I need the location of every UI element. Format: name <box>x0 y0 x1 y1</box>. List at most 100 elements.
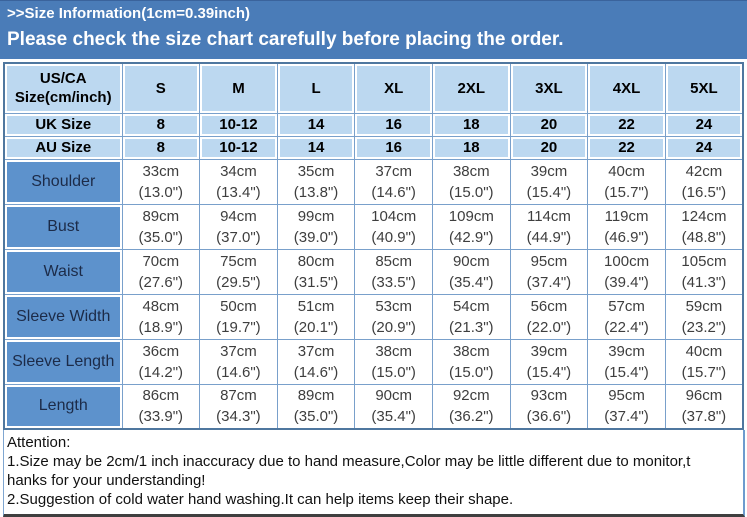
measurement-cm: 99cm <box>297 207 335 225</box>
measurement-cm: 54cm <box>452 297 490 315</box>
measurement-cm: 33cm <box>142 162 180 180</box>
measurement-cell: 75cm (29.5") <box>199 248 278 295</box>
measurement-inch: (40.9") <box>371 228 416 246</box>
corner-header-line: US/CA <box>39 70 87 88</box>
measurement-cm: 93cm <box>530 387 568 405</box>
region-size-cell: 14 <box>276 112 356 137</box>
size-table-head: US/CA Size(cm/inch) S M L XL 2XL 3XL 4XL 5XL <box>3 62 744 114</box>
measurement-inch: (21.3") <box>449 318 494 336</box>
measurement-cell: 95cm (37.4") <box>587 383 666 430</box>
measurement-cm: 100cm <box>604 252 650 270</box>
banner-title: >>Size Information(1cm=0.39inch) <box>7 5 250 22</box>
measurement-cell: 59cm (23.2") <box>664 293 744 340</box>
measurement-cell: 54cm (21.3") <box>432 293 511 340</box>
measurement-row: Sleeve Length 36cm (14.2") 37cm (14.6") 37cm (… <box>3 338 744 385</box>
measurement-inch: (20.1") <box>293 318 339 336</box>
measurement-cell: 89cm (35.0") <box>276 383 356 430</box>
measurement-cell: 39cm (15.4") <box>509 338 589 385</box>
measurement-cell: 56cm (22.0") <box>509 293 589 340</box>
measurement-cell: 93cm (36.6") <box>509 383 589 430</box>
measurement-inch: (39.4") <box>604 273 649 291</box>
measurement-cell: 35cm (13.8") <box>276 158 356 205</box>
measurement-inch: (13.0") <box>138 183 184 201</box>
measurement-cm: 89cm <box>142 207 180 225</box>
measurement-cm: 39cm <box>530 162 568 180</box>
header-row: US/CA Size(cm/inch) S M L XL 2XL 3XL 4XL 5XL <box>3 62 744 114</box>
measurement-cell: 34cm (13.4") <box>199 158 278 205</box>
measurement-label-cell: Waist <box>3 248 123 295</box>
measurement-cm: 37cm <box>220 342 257 360</box>
measurement-cm: 57cm <box>608 297 645 315</box>
measurement-inch: (22.4") <box>604 318 649 336</box>
measurement-cell: 89cm (35.0") <box>121 203 201 250</box>
region-size-cell: 16 <box>354 135 433 160</box>
region-size-cell: 22 <box>587 112 666 137</box>
measurement-cell: 39cm (15.4") <box>587 338 666 385</box>
measurement-label-cell: Bust <box>3 203 123 250</box>
measurement-cm: 85cm <box>375 252 413 270</box>
measurement-inch: (35.0") <box>138 228 184 246</box>
size-column-header: 3XL <box>509 62 589 114</box>
region-size-cell: 18 <box>432 112 511 137</box>
measurement-cm: 92cm <box>452 387 490 405</box>
measurement-inch: (15.4") <box>526 183 572 201</box>
measurement-inch: (39.0") <box>293 228 339 246</box>
measurement-cell: 37cm (14.6") <box>276 338 356 385</box>
measurement-cell: 80cm (31.5") <box>276 248 356 295</box>
measurement-cm: 59cm <box>685 297 723 315</box>
size-column-header: S <box>121 62 201 114</box>
measurement-inch: (15.0") <box>371 363 416 381</box>
measurement-inch: (13.4") <box>216 183 261 201</box>
measurement-cell: 70cm (27.6") <box>121 248 201 295</box>
measurement-row: Shoulder 33cm (13.0") 34cm (13.4") 35cm (13.8"… <box>3 158 744 205</box>
measurement-cm: 53cm <box>375 297 413 315</box>
region-size-row: UK Size 8 10-12 14 16 18 20 22 24 <box>3 112 744 137</box>
corner-header-line: Size(cm/inch) <box>14 89 112 107</box>
measurement-label-cell: Length <box>3 383 123 430</box>
region-size-cell: 8 <box>121 135 201 160</box>
measurement-cell: 42cm (16.5") <box>664 158 744 205</box>
measurement-row: Sleeve Width 48cm (18.9") 50cm (19.7") 51cm (2… <box>3 293 744 340</box>
measurement-inch: (36.6") <box>526 408 572 426</box>
measurement-cm: 56cm <box>530 297 568 315</box>
measurement-cm: 70cm <box>142 252 180 270</box>
measurement-cm: 90cm <box>375 387 413 405</box>
size-table-body: UK Size 8 10-12 14 16 18 20 22 24 AU Size 8 10-12 14… <box>3 112 744 430</box>
measurement-inch: (29.5") <box>216 273 261 291</box>
region-size-cell: 10-12 <box>199 112 278 137</box>
measurement-inch: (37.0") <box>216 228 261 246</box>
measurement-cm: 95cm <box>530 252 568 270</box>
size-table: US/CA Size(cm/inch) S M L XL 2XL 3XL 4XL 5XL UK S… <box>3 62 744 430</box>
measurement-cell: 85cm (33.5") <box>354 248 433 295</box>
measurement-inch: (14.6") <box>293 363 339 381</box>
measurement-cell: 53cm (20.9") <box>354 293 433 340</box>
measurement-inch: (14.6") <box>216 363 261 381</box>
measurement-cm: 40cm <box>685 342 723 360</box>
measurement-cell: 95cm (37.4") <box>509 248 589 295</box>
measurement-cm: 95cm <box>608 387 645 405</box>
measurement-cm: 37cm <box>375 162 413 180</box>
measurement-cell: 100cm (39.4") <box>587 248 666 295</box>
measurement-cell: 90cm (35.4") <box>432 248 511 295</box>
measurement-inch: (22.0") <box>526 318 572 336</box>
measurement-cell: 38cm (15.0") <box>432 338 511 385</box>
measurement-inch: (37.8") <box>681 408 727 426</box>
measurement-inch: (15.0") <box>449 363 494 381</box>
measurement-inch: (15.4") <box>604 363 649 381</box>
measurement-cm: 50cm <box>220 297 257 315</box>
measurement-inch: (13.8") <box>293 183 339 201</box>
measurement-inch: (14.2") <box>138 363 184 381</box>
measurement-cm: 42cm <box>685 162 723 180</box>
banner-subtitle: Please check the size chart carefully be… <box>7 29 564 50</box>
measurement-inch: (36.2") <box>449 408 494 426</box>
measurement-row: Bust 89cm (35.0") 94cm (37.0") 99cm (39.0") 104… <box>3 203 744 250</box>
measurement-cell: 40cm (15.7") <box>587 158 666 205</box>
attention-line: 2.Suggestion of cold water hand washing.… <box>7 491 514 508</box>
measurement-cm: 36cm <box>142 342 180 360</box>
measurement-cell: 37cm (14.6") <box>199 338 278 385</box>
measurement-inch: (27.6") <box>138 273 184 291</box>
measurement-cm: 87cm <box>220 387 257 405</box>
measurement-cell: 36cm (14.2") <box>121 338 201 385</box>
attention-line: 1.Size may be 2cm/1 inch inaccuracy due … <box>7 453 691 470</box>
